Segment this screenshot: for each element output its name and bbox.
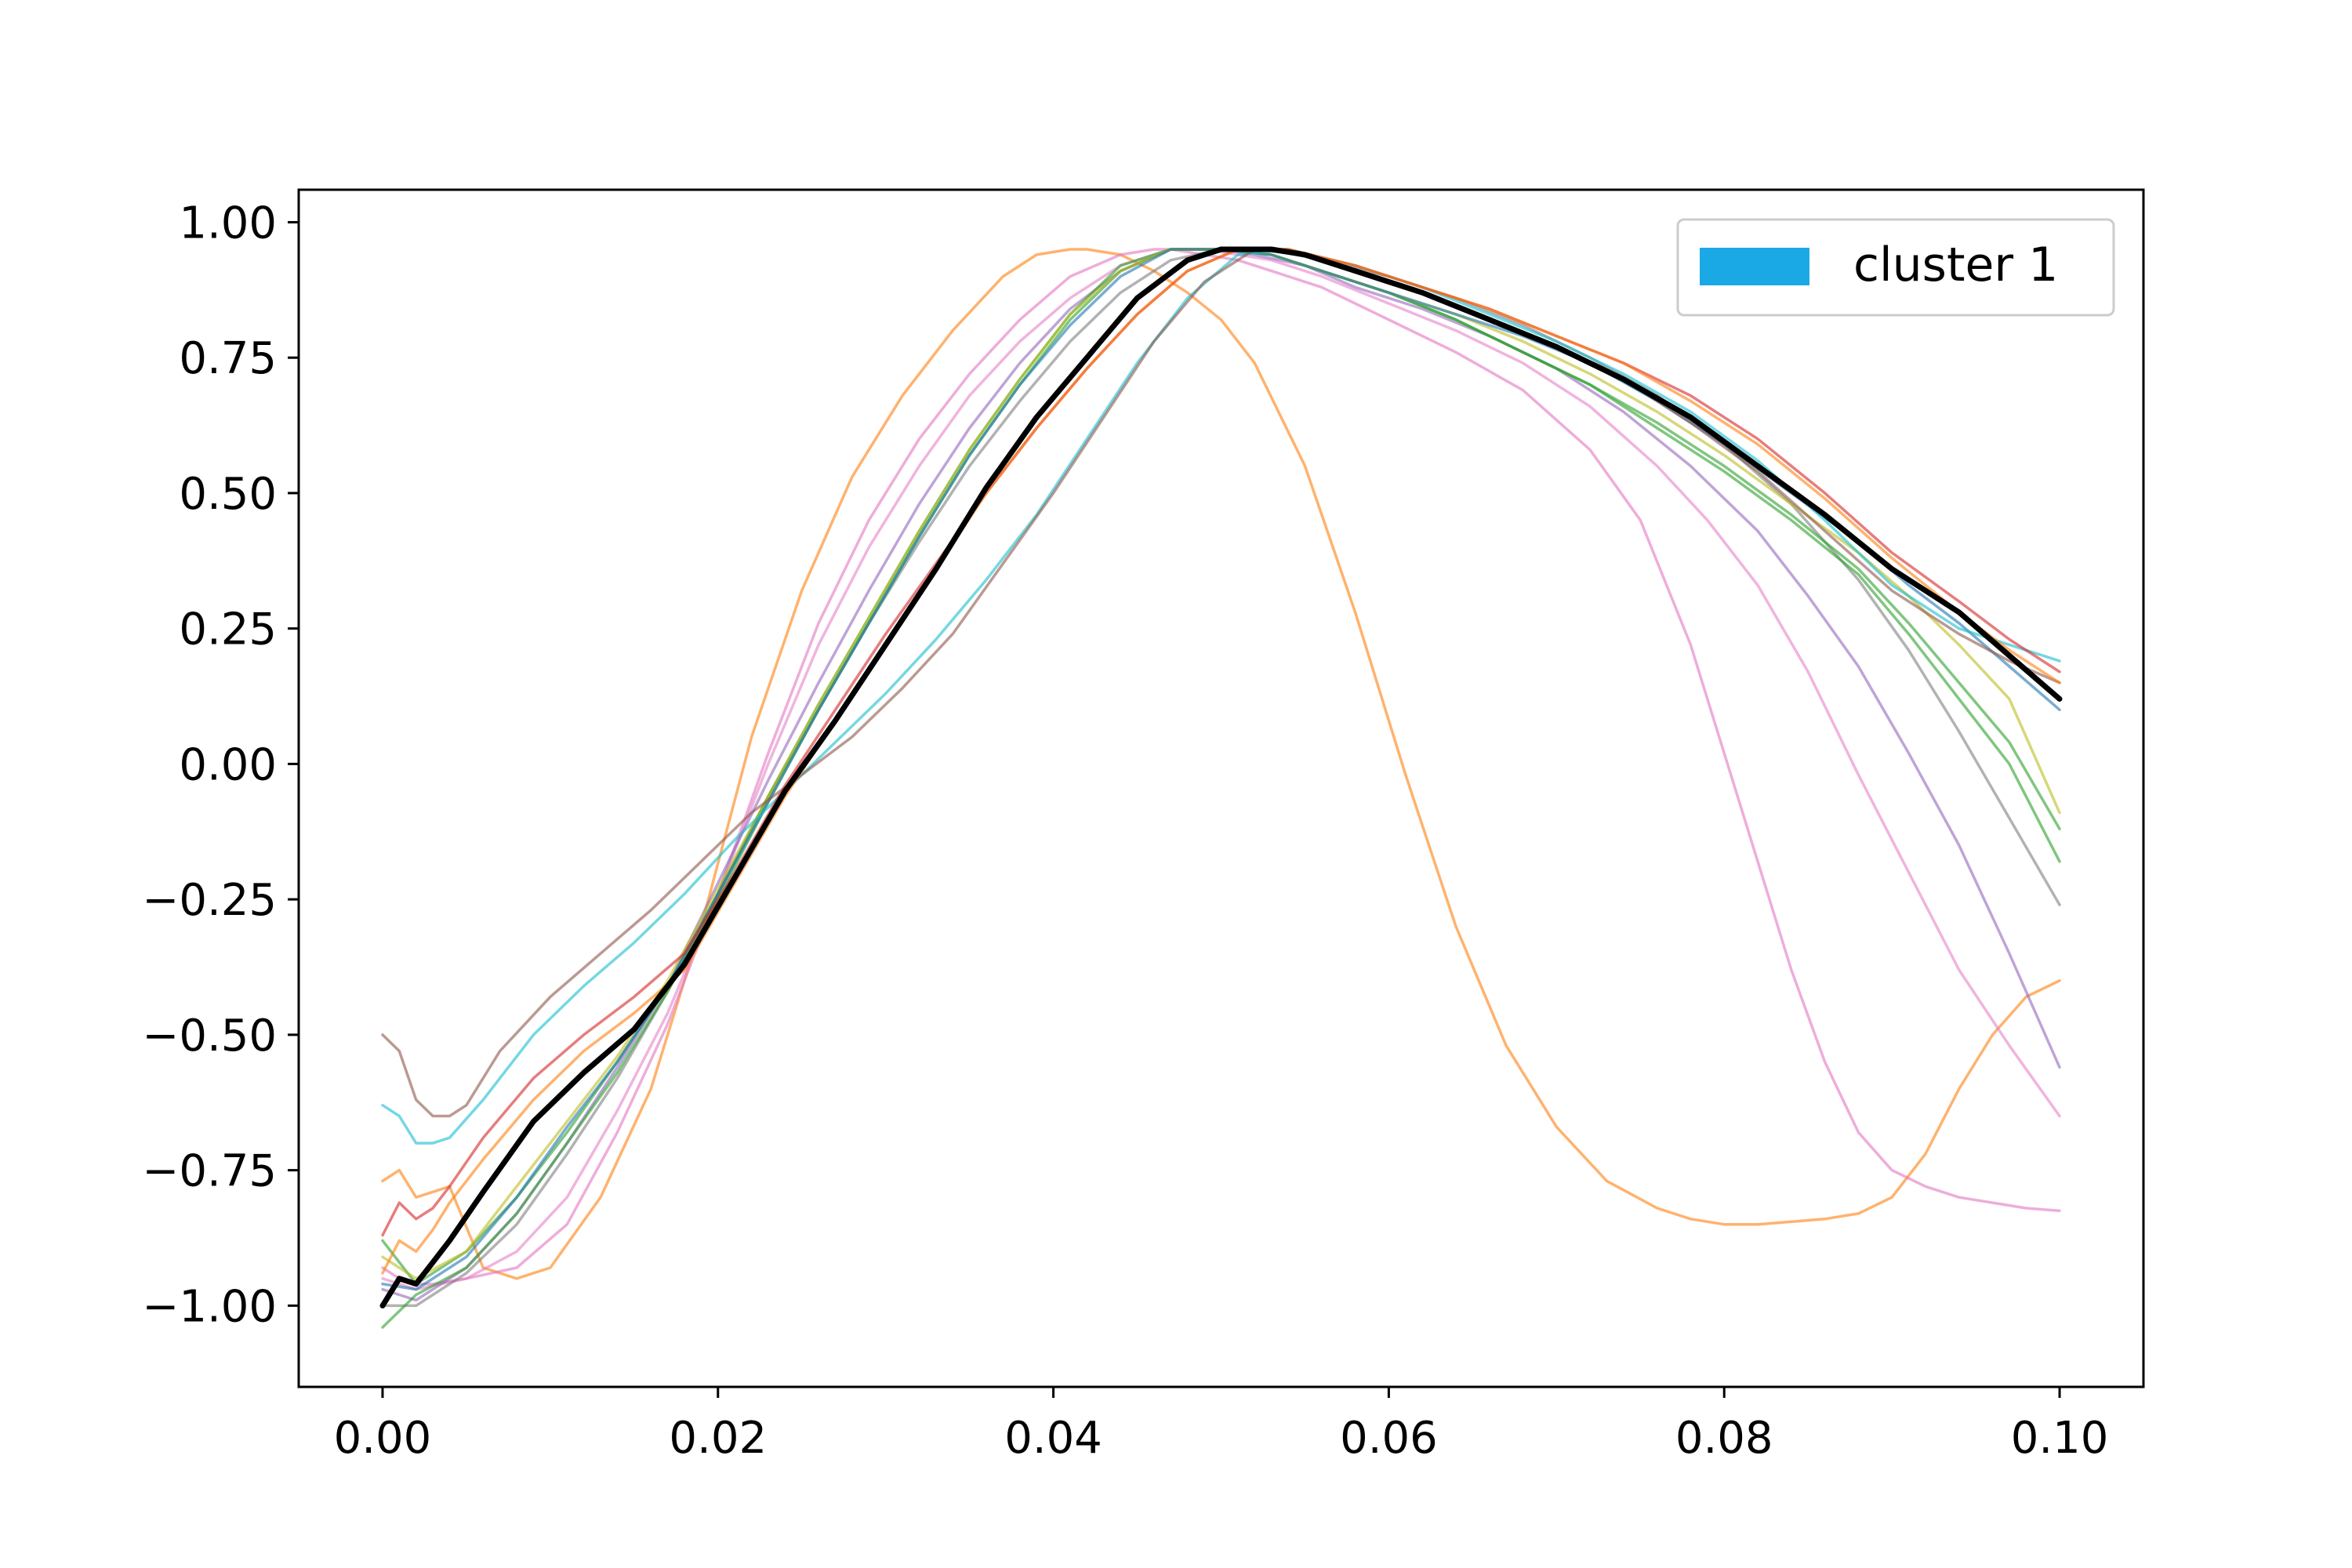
series-line-10 — [381, 248, 2061, 1145]
y-tick-label: −0.25 — [142, 875, 277, 926]
legend: cluster 1 — [1676, 218, 2115, 317]
x-tick-label: 0.08 — [1675, 1413, 1773, 1464]
series-line-14 — [379, 246, 2063, 1308]
series-line-11 — [381, 248, 2061, 1118]
series-layer — [379, 246, 2063, 1329]
y-tick-label: −1.00 — [142, 1281, 277, 1332]
axes-frame — [297, 188, 2145, 1388]
y-tick-label: −0.75 — [142, 1146, 277, 1197]
x-axis: 0.00 0.02 0.04 0.06 0.08 0.10 — [334, 1387, 2109, 1464]
legend-label: cluster 1 — [1853, 238, 2058, 292]
y-tick-label: −0.50 — [142, 1011, 277, 1062]
y-tick-label: 0.75 — [179, 333, 277, 384]
legend-swatch — [1700, 248, 1809, 285]
series-line-5 — [381, 248, 2061, 1308]
series-line-13 — [381, 248, 2061, 1275]
x-tick-label: 0.04 — [1004, 1413, 1102, 1464]
x-tick-label: 0.00 — [334, 1413, 432, 1464]
series-line-1 — [381, 248, 2061, 1280]
y-tick-label: 1.00 — [179, 198, 277, 249]
x-tick-label: 0.06 — [1340, 1413, 1438, 1464]
series-line-2 — [381, 248, 2061, 1286]
y-tick-label: 0.00 — [179, 739, 277, 790]
x-tick-label: 0.02 — [669, 1413, 767, 1464]
x-tick-label: 0.10 — [2011, 1413, 2109, 1464]
y-tick-label: 0.25 — [179, 604, 277, 655]
legend-box — [1676, 218, 2115, 317]
y-tick-label: 0.50 — [179, 469, 277, 520]
y-axis: 1.00 0.75 0.50 0.25 0.00 −0.25 −0.50 −0.75 −1.00 — [142, 198, 299, 1332]
series-line-8 — [381, 248, 2061, 1280]
